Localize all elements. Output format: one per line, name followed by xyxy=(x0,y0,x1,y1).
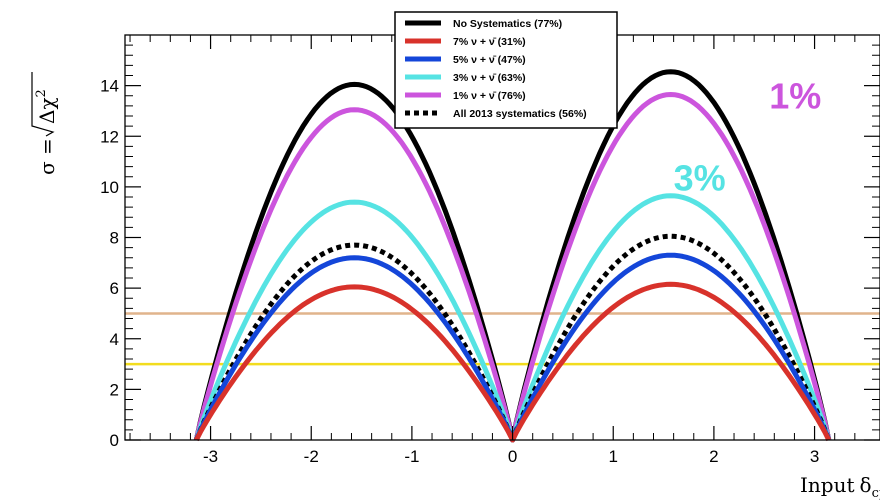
y-tick-label: 14 xyxy=(100,77,119,96)
legend-label: All 2013 systematics (56%) xyxy=(453,108,587,120)
x-tick-label: 1 xyxy=(608,447,617,466)
x-tick-label: -3 xyxy=(203,447,218,466)
legend-label: 7% ν + ν̄ (31%) xyxy=(453,36,526,48)
x-axis-title: Inputδcp xyxy=(800,473,880,501)
y-tick-label: 6 xyxy=(110,279,119,298)
x-tick-label: -1 xyxy=(404,447,419,466)
x-tick-label: 2 xyxy=(709,447,718,466)
y-axis-title-radicand: Δχ2 xyxy=(34,89,59,124)
y-tick-label: 0 xyxy=(110,431,119,450)
y-axis-title-left: σ = xyxy=(35,138,59,175)
series-line-3 xyxy=(193,193,832,443)
y-tick-label: 4 xyxy=(110,330,119,349)
y-tick-label: 10 xyxy=(100,178,119,197)
series-line-5 xyxy=(193,233,832,443)
y-tick-label: 2 xyxy=(110,380,119,399)
x-tick-label: -2 xyxy=(304,447,319,466)
legend-label: 1% ν + ν̄ (76%) xyxy=(453,90,526,102)
legend-box xyxy=(394,11,618,129)
y-tick-label: 8 xyxy=(110,229,119,248)
legend-label: No Systematics (77%) xyxy=(453,18,562,30)
y-axis-title: σ = Δχ2 xyxy=(31,72,59,175)
x-tick-label: 0 xyxy=(508,447,517,466)
annotation-label: 1% xyxy=(769,75,821,116)
y-tick-label: 12 xyxy=(100,127,119,146)
radical-sign xyxy=(31,72,55,137)
legend-label: 5% ν + ν̄ (47%) xyxy=(453,54,526,66)
annotation-label: 3% xyxy=(674,158,726,199)
series-line-1 xyxy=(194,281,832,443)
legend-label: 3% ν + ν̄ (63%) xyxy=(453,72,526,84)
x-tick-label: 3 xyxy=(810,447,819,466)
